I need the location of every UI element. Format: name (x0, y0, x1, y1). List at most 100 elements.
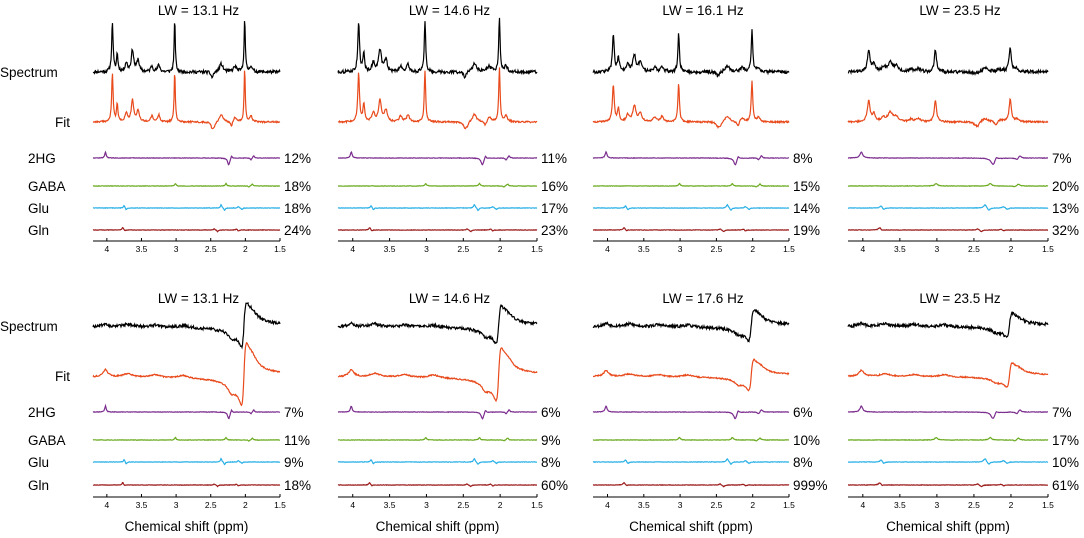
glu-trace (337, 203, 538, 212)
panel-top-3: LW = 16.1 Hz 8% 15% 14% 19% 4 3.5 3 2.5 2 1.5 (592, 3, 820, 254)
x-tick-label: 2 (243, 500, 248, 510)
panel-title: LW = 14.6 Hz (409, 291, 490, 306)
panel-bottom-2: LW = 14.6 Hz 6% 9% 8% 60% 4 3.5 3 2.5 2 1.5 Chemica… (337, 291, 568, 534)
x-tick-label: 3 (174, 500, 179, 510)
gaba-row-label-top: GABA (28, 179, 66, 194)
panel-bottom-4: LW = 23.5 Hz 7% 17% 10% 61% 4 3.5 3 2.5 2 1.5 Chemi… (847, 291, 1079, 534)
x-axis-label: Chemical shift (ppm) (125, 519, 249, 534)
gln-crlb-value: 60% (541, 478, 568, 493)
x-tick-label: 2.5 (968, 244, 980, 254)
gln-crlb-value: 32% (1052, 223, 1079, 238)
spectrum-trace (337, 303, 538, 345)
glu-crlb-value: 8% (793, 455, 813, 470)
2hg-crlb-value: 11% (541, 151, 567, 166)
gaba-row-label-bottom: GABA (28, 433, 66, 448)
x-tick-label: 2 (750, 244, 755, 254)
gaba-trace (593, 436, 790, 442)
x-tick-label: 4 (104, 244, 109, 254)
glu-crlb-value: 14% (793, 201, 820, 216)
panel-title: LW = 17.6 Hz (662, 291, 743, 306)
panel-top-1: LW = 13.1 Hz 12% 18% 18% 24% 4 3.5 3 2.5 2 1.5 (92, 3, 311, 254)
gln-crlb-value: 18% (284, 478, 311, 493)
spectrum-trace (847, 311, 1049, 339)
2hg-crlb-value: 7% (1052, 405, 1072, 420)
fit-trace (847, 361, 1049, 388)
x-tick-label: 1.5 (531, 244, 543, 254)
2hg-crlb-value: 6% (541, 405, 561, 420)
gln-trace (337, 481, 537, 488)
x-tick-label: 3.5 (638, 244, 650, 254)
gaba-crlb-value: 11% (284, 433, 310, 448)
spectrum-trace (592, 29, 790, 78)
gln-crlb-value: 19% (793, 223, 820, 238)
fit-trace (592, 80, 790, 130)
x-tick-label: 4 (104, 500, 109, 510)
gaba-trace (848, 436, 1049, 442)
gaba-crlb-value: 10% (793, 433, 820, 448)
glu-crlb-value: 18% (284, 201, 311, 216)
gln-crlb-value: 23% (541, 223, 568, 238)
x-tick-label: 2.5 (205, 244, 217, 254)
glu-trace (848, 458, 1049, 465)
x-tick-label: 2 (1009, 244, 1014, 254)
gaba-crlb-value: 9% (541, 433, 561, 448)
x-axis-label: Chemical shift (ppm) (886, 519, 1010, 534)
gln-trace (593, 226, 790, 233)
panel-title: LW = 23.5 Hz (919, 291, 1000, 306)
x-tick-label: 2.5 (457, 500, 469, 510)
x-tick-label: 3.5 (894, 244, 906, 254)
gln-trace (337, 227, 538, 233)
x-tick-label: 1.5 (783, 244, 795, 254)
gln-trace (847, 226, 1049, 233)
x-tick-label: 2.5 (710, 500, 722, 510)
panel-title: LW = 13.1 Hz (158, 291, 239, 306)
gaba-trace (92, 182, 281, 188)
spectrum-trace (92, 21, 281, 80)
panel-bottom-3: LW = 17.6 Hz 6% 10% 8% 999% 4 3.5 3 2.5 2 1.5 Chemi… (592, 291, 828, 534)
x-tick-label: 3.5 (384, 500, 396, 510)
2hg-crlb-value: 7% (1052, 151, 1072, 166)
panel-title: LW = 16.1 Hz (662, 3, 743, 18)
x-tick-label: 4 (860, 500, 865, 510)
spectrum-trace (847, 47, 1049, 76)
x-tick-label: 2.5 (457, 244, 469, 254)
2hg-trace (847, 151, 1048, 165)
fit-trace (92, 341, 281, 407)
x-axis-label: Chemical shift (ppm) (629, 519, 753, 534)
x-tick-label: 2.5 (205, 500, 217, 510)
x-tick-label: 2 (1009, 500, 1014, 510)
2hg-crlb-value: 8% (793, 151, 813, 166)
x-tick-label: 3 (678, 244, 683, 254)
x-tick-label: 3 (174, 244, 179, 254)
spectrum-row-label-bottom: Spectrum (0, 319, 58, 334)
gln-trace (92, 481, 281, 488)
fit-trace (337, 347, 538, 403)
glu-trace (847, 203, 1049, 211)
spectrum-trace (592, 308, 790, 343)
gaba-trace (92, 436, 280, 442)
2hg-row-label-bottom: 2HG (28, 405, 56, 420)
glu-row-label-bottom: Glu (28, 455, 49, 470)
glu-trace (592, 458, 790, 465)
x-tick-label: 1.5 (1042, 500, 1054, 510)
gln-crlb-value: 61% (1052, 478, 1079, 493)
x-tick-label: 4 (605, 500, 610, 510)
fit-trace (593, 358, 790, 392)
2hg-trace (337, 405, 538, 420)
gln-row-label-top: Gln (28, 223, 49, 238)
x-tick-label: 3.5 (136, 500, 148, 510)
x-tick-label: 3 (678, 500, 683, 510)
x-tick-label: 3 (424, 244, 429, 254)
glu-trace (92, 457, 281, 466)
x-tick-label: 1.5 (1042, 244, 1054, 254)
gaba-crlb-value: 18% (284, 179, 311, 194)
x-tick-label: 3 (935, 244, 940, 254)
gaba-trace (592, 182, 789, 188)
x-tick-label: 2 (243, 244, 248, 254)
x-tick-label: 2 (498, 244, 503, 254)
glu-row-label-top: Glu (28, 201, 49, 216)
row-labels: Spectrum Fit 2HG GABA Glu Gln Spectrum Fit 2HG GA… (0, 65, 70, 493)
fit-trace (847, 97, 1049, 128)
glu-crlb-value: 8% (541, 455, 561, 470)
